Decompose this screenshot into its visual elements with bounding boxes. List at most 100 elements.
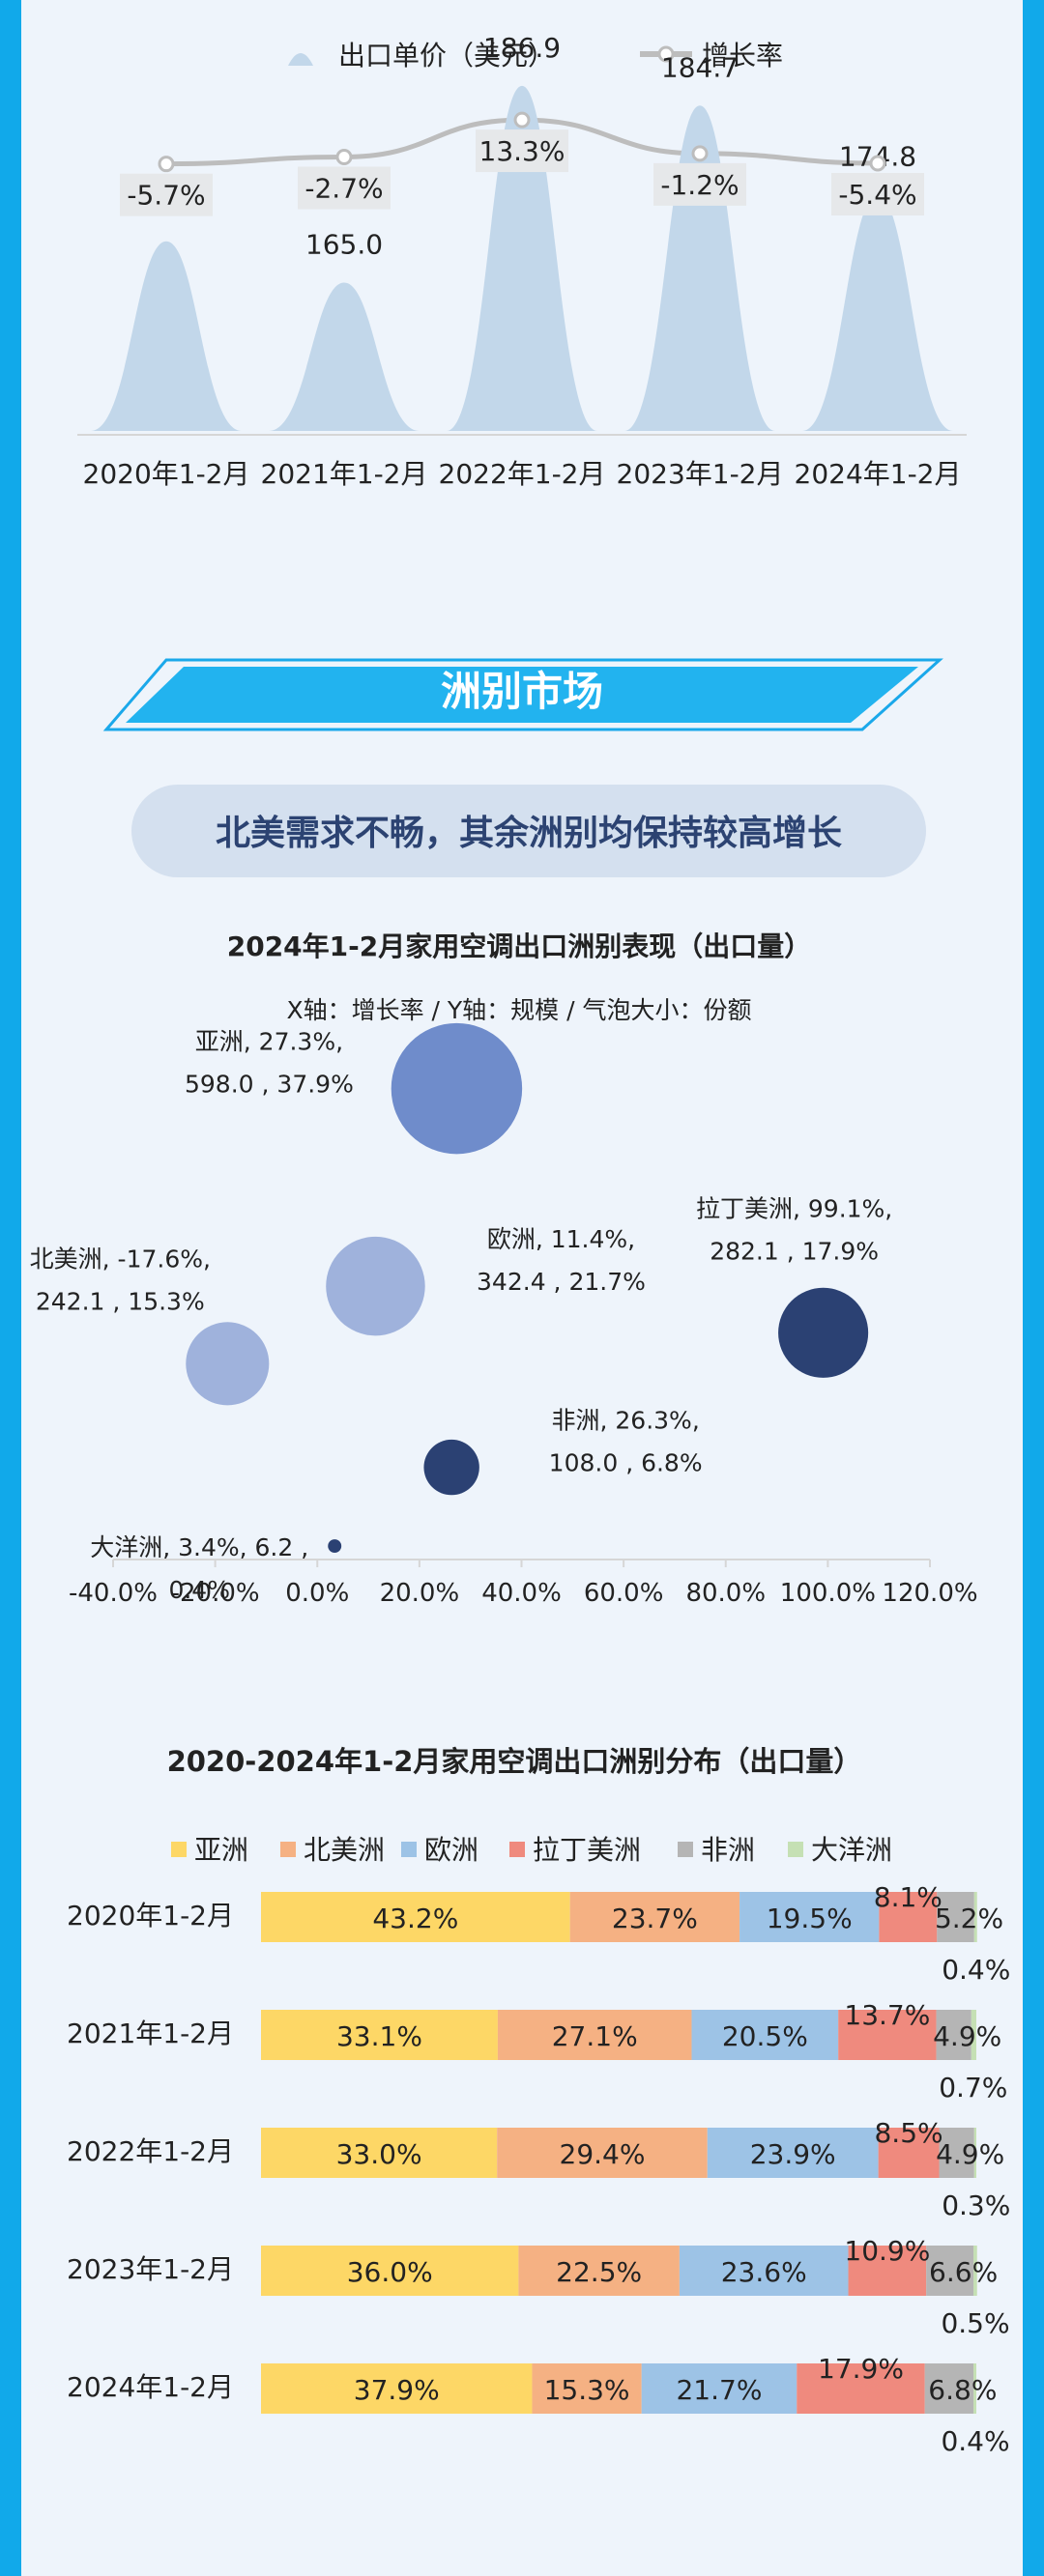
section-banner: 洲别市场 北美需求不畅，其余洲别均保持较高增长: [102, 658, 943, 877]
price-bell: [624, 105, 775, 432]
stack-segment: [973, 2246, 977, 2296]
bubble-tick-label: 20.0%: [380, 1579, 460, 1608]
bubble-x-ticks: -40.0% -20.0% 0.0% 20.0% 40.0% 60.0% 80.0% 100.…: [69, 1560, 978, 1608]
stack-legend: 亚洲 北美洲 欧洲 拉丁美洲 非洲 大洋洲: [171, 1834, 892, 1866]
bubble-label-line1: 欧洲, 11.4%,: [487, 1225, 635, 1253]
bubble-tick-label: 80.0%: [685, 1579, 766, 1608]
stack-value-label: 13.7%: [844, 1999, 930, 2031]
price-marks: 169.6-5.7%2020年1-2月165.0-2.7%2021年1-2月18…: [83, 32, 962, 490]
infographic-page: 出口单价（美元） 增长率 169.6-5.7%2020年1-2月165.0-2.…: [21, 0, 1023, 2576]
bubble-3: [778, 1287, 869, 1378]
price-category-label: 2022年1-2月: [439, 458, 606, 490]
bubble-label-line1: 亚洲, 27.3%,: [195, 1028, 343, 1056]
stack-value-label: 17.9%: [818, 2353, 904, 2385]
legend-swatch: [401, 1842, 417, 1857]
stack-value-label: 27.1%: [552, 2020, 638, 2052]
bubble-label-line2: 598.0 , 37.9%: [185, 1071, 354, 1099]
stack-segment: [497, 2128, 708, 2178]
stack-segment: [879, 1892, 938, 1942]
stack-segment: [924, 2363, 974, 2414]
bubble-tick-label: 120.0%: [882, 1579, 977, 1608]
stack-value-label: 10.9%: [844, 2235, 930, 2267]
bubble-chart-subtitle: X轴：增长率 / Y轴：规模 / 气泡大小：份额: [286, 996, 751, 1024]
legend-label: 欧洲: [424, 1834, 478, 1866]
stack-category-label: 2023年1-2月: [67, 2253, 234, 2285]
growth-label-bg: [476, 129, 568, 173]
legend-swatch: [509, 1842, 525, 1857]
bubble-4: [423, 1439, 479, 1496]
stack-segment: [569, 1892, 740, 1942]
bubble-label-line1: 非洲, 26.3%,: [552, 1407, 700, 1435]
stack-segment: [532, 2363, 642, 2414]
stack-value-label: 0.7%: [939, 2072, 1007, 2104]
bubble-tick-label: 100.0%: [780, 1579, 876, 1608]
growth-label-bg: [120, 173, 213, 216]
stack-segment: [518, 2246, 680, 2296]
legend-label: 拉丁美洲: [533, 1834, 641, 1866]
bubble-label-line2: 282.1 , 17.9%: [710, 1237, 879, 1265]
growth-value-label: -2.7%: [304, 172, 383, 204]
stack-value-label: 5.2%: [935, 1903, 1003, 1934]
stack-segment: [261, 2010, 498, 2060]
bubble-tick-label: -40.0%: [69, 1579, 158, 1608]
legend-swatch: [678, 1842, 693, 1857]
growth-marker: [869, 155, 886, 172]
stack-segment: [838, 2010, 937, 2060]
price-category-label: 2023年1-2月: [617, 458, 784, 490]
legend-price-swatch: [288, 53, 313, 66]
legend-swatch: [280, 1842, 296, 1857]
stack-value-label: 33.1%: [336, 2020, 422, 2052]
bubble-label-line1: 拉丁美洲, 99.1%,: [696, 1194, 892, 1222]
price-value-label: 184.7: [661, 51, 739, 83]
bubble-label-line1: 大洋洲, 3.4%, 6.2 ,: [90, 1533, 308, 1561]
stack-value-label: 33.0%: [336, 2138, 422, 2170]
growth-label-bg: [831, 172, 924, 215]
stack-marks: 2020年1-2月 43.2% 23.7% 19.5% 8.1%5.2% 0.4% 2021…: [67, 1881, 1010, 2457]
bubble-label-line2: 108.0 , 6.8%: [549, 1449, 703, 1477]
section-title: 洲别市场: [441, 668, 603, 715]
price-value-label: 165.0: [305, 229, 383, 261]
stack-value-label: 23.7%: [612, 1903, 698, 1934]
growth-marker: [335, 148, 353, 165]
stack-segment: [971, 2010, 976, 2060]
stack-segment: [261, 2128, 498, 2178]
stack-value-label: 6.8%: [928, 2374, 997, 2406]
legend-swatch: [171, 1842, 187, 1857]
price-bell: [269, 282, 420, 431]
bubble-marks: 亚洲, 27.3%, 598.0 , 37.9% 北美洲, -17.6%, 242.1…: [30, 1022, 892, 1604]
stack-segment: [497, 2010, 692, 2060]
stack-segment: [936, 2010, 972, 2060]
stack-segment: [707, 2128, 879, 2178]
stack-value-label: 4.9%: [933, 2020, 1001, 2052]
growth-value-label: -5.4%: [838, 179, 916, 211]
stack-value-label: 8.1%: [874, 1881, 942, 1913]
bubble-1: [186, 1322, 270, 1406]
price-chart: 出口单价（美元） 增长率 169.6-5.7%2020年1-2月165.0-2.…: [77, 32, 967, 490]
banner-outline: [102, 658, 943, 731]
stack-category-label: 2024年1-2月: [67, 2371, 234, 2403]
stack-segment: [926, 2246, 974, 2296]
growth-label-bg: [298, 166, 391, 210]
legend-label: 亚洲: [194, 1834, 248, 1866]
bubble-label-line2: 242.1 , 15.3%: [36, 1287, 205, 1315]
stack-segment: [261, 1892, 570, 1942]
price-bell: [447, 85, 597, 431]
stack-value-label: 23.6%: [721, 2256, 807, 2288]
price-category-label: 2024年1-2月: [795, 458, 962, 490]
stack-segment: [973, 2128, 976, 2178]
stack-segment: [973, 2363, 976, 2414]
stack-value-label: 23.9%: [750, 2138, 836, 2170]
stack-segment: [797, 2363, 925, 2414]
growth-label-bg: [653, 162, 746, 206]
stack-segment: [878, 2128, 940, 2178]
legend-growth-marker: [657, 45, 675, 63]
bubble-tick-label: 60.0%: [584, 1579, 664, 1608]
growth-marker: [158, 156, 175, 173]
stack-value-label: 36.0%: [347, 2256, 433, 2288]
bubble-tick-label: -20.0%: [171, 1579, 260, 1608]
growth-marker: [513, 111, 531, 129]
stack-value-label: 37.9%: [354, 2374, 440, 2406]
subtitle-pill: [131, 785, 926, 877]
stack-value-label: 20.5%: [722, 2020, 808, 2052]
legend-swatch: [788, 1842, 803, 1857]
